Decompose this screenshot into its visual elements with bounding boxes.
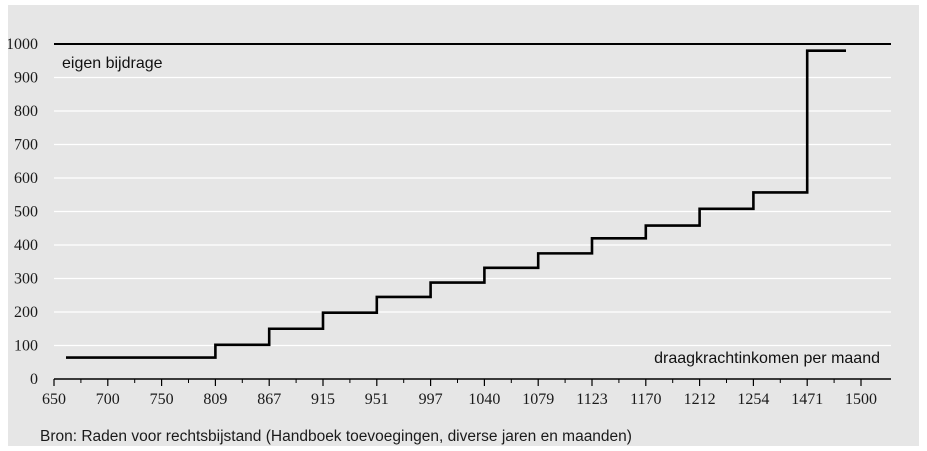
source-note: Bron: Raden voor rechtsbijstand (Handboe… (40, 428, 632, 445)
y-tick-label: 1000 (8, 36, 38, 53)
x-tick-label: 1471 (791, 391, 823, 408)
y-tick-label: 600 (14, 170, 38, 187)
y-tick-label: 500 (14, 204, 38, 221)
x-tick-label: 1212 (684, 391, 716, 408)
x-tick-label: 1123 (576, 391, 607, 408)
x-axis-title: draagkrachtinkomen per maand (654, 350, 880, 367)
x-tick-label: 1079 (522, 391, 554, 408)
y-tick-label: 200 (14, 304, 38, 321)
series (66, 49, 846, 359)
x-tick-label: 1040 (468, 391, 500, 408)
y-tick-label: 100 (14, 338, 38, 355)
tick-labels: 0 100 200 300 400 500 600 700 800 900 1000 650 700 75… (8, 36, 877, 408)
axes (53, 43, 891, 386)
x-tick-label: 1500 (845, 391, 877, 408)
y-tick-label: 700 (14, 137, 38, 154)
step-series-line (66, 49, 846, 359)
x-tick-label: 951 (365, 391, 389, 408)
y-tick-label: 800 (14, 103, 38, 120)
x-tick-label: 700 (96, 391, 120, 408)
x-tick-label: 867 (257, 391, 281, 408)
x-tick-label: 1170 (630, 391, 661, 408)
y-tick-label: 400 (14, 237, 38, 254)
x-tick-label: 997 (419, 391, 443, 408)
x-tick-label: 809 (203, 391, 227, 408)
x-tick-label: 1254 (737, 391, 769, 408)
y-tick-label: 0 (30, 371, 38, 388)
y-tick-label: 300 (14, 271, 38, 288)
x-tick-label: 915 (311, 391, 335, 408)
x-tick-label: 750 (150, 391, 174, 408)
y-axis-title: eigen bijdrage (62, 55, 163, 72)
step-chart: 0 100 200 300 400 500 600 700 800 900 1000 650 700 75… (8, 36, 891, 408)
y-tick-label: 900 (14, 70, 38, 87)
chart-figure: 0 100 200 300 400 500 600 700 800 900 1000 650 700 75… (8, 5, 919, 446)
grid-lines (54, 76, 891, 347)
x-tick-label: 650 (42, 391, 66, 408)
